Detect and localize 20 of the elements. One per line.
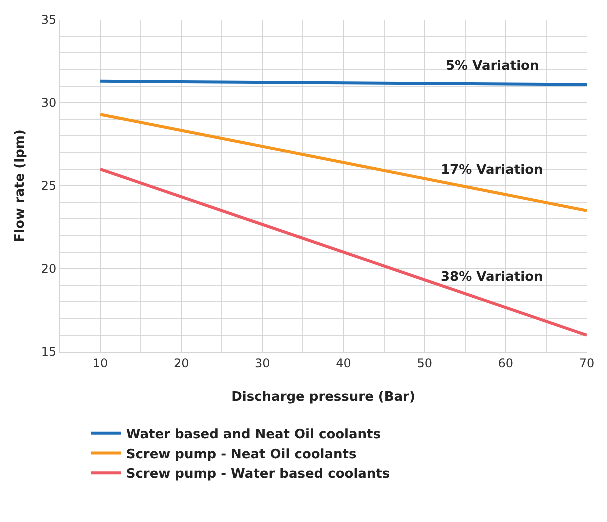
annotation: 5% Variation	[446, 59, 540, 74]
annotation: 38% Variation	[441, 270, 544, 285]
legend-label: Screw pump - Neat Oil coolants	[126, 447, 358, 462]
x-tick-label: 40	[336, 356, 352, 370]
y-tick-label: 15	[41, 345, 57, 360]
x-tick-label: 20	[174, 356, 190, 370]
x-tick-label: 30	[255, 356, 270, 370]
x-tick-label: 10	[92, 356, 108, 370]
y-tick-label: 35	[41, 13, 57, 28]
x-tick-label: 60	[498, 356, 514, 370]
y-tick-label: 20	[41, 262, 57, 276]
x-tick-label: 50	[417, 356, 432, 370]
legend-label: Screw pump - Water based coolants	[126, 467, 390, 482]
y-axis-title: Flow rate (lpm)	[13, 130, 28, 242]
y-tick-label: 25	[41, 179, 57, 194]
x-axis-title: Discharge pressure (Bar)	[232, 390, 416, 405]
y-tick-label: 30	[41, 96, 57, 110]
legend-label: Water based and Neat Oil coolants	[126, 427, 382, 442]
annotation: 17% Variation	[441, 163, 544, 178]
x-tick-label: 70	[579, 356, 595, 370]
